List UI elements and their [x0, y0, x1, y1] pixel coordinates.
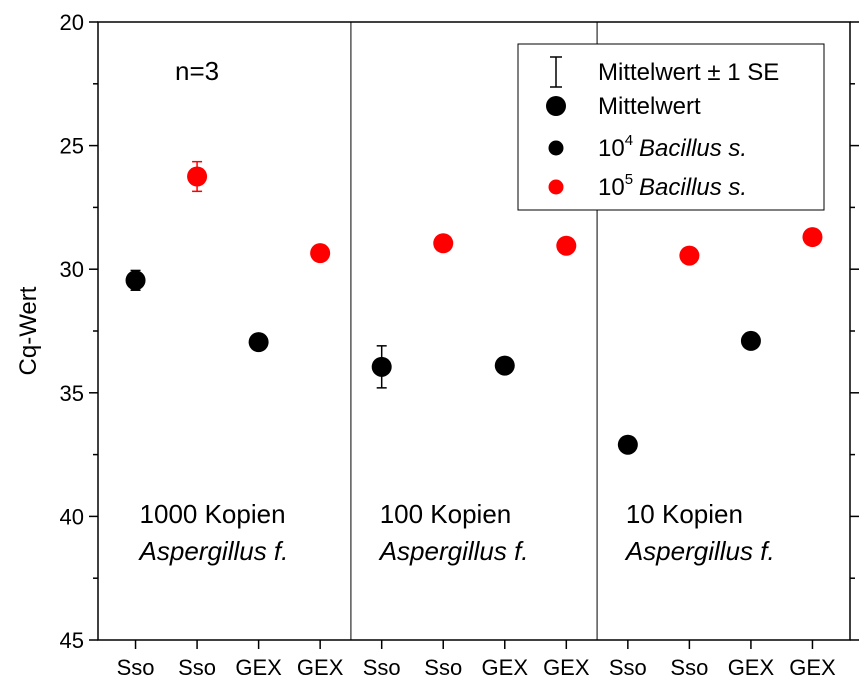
y-tick-label: 30 — [60, 257, 84, 282]
chart-text: Cq-Wert n=3 1000 Kopien Aspergillus f. 100… — [15, 56, 775, 566]
data-point — [556, 235, 577, 256]
data-point — [310, 243, 331, 264]
x-tick-label: Sso — [424, 655, 462, 680]
x-tick-label: GEX — [482, 655, 529, 680]
x-tick-label: GEX — [543, 655, 590, 680]
sample-size-annotation: n=3 — [175, 56, 219, 86]
panel-label-copies: 1000 Kopien — [140, 499, 286, 529]
legend-dot-symbol — [548, 140, 564, 156]
x-tick-label: Sso — [178, 655, 216, 680]
y-tick-label: 20 — [60, 10, 84, 35]
y-tick-label: 35 — [60, 381, 84, 406]
x-tick-label: Sso — [117, 655, 155, 680]
panel-label-copies: 10 Kopien — [626, 499, 743, 529]
y-tick-label: 40 — [60, 504, 84, 529]
legend-box — [517, 43, 825, 211]
legend-entry-label: Mittelwert — [598, 93, 701, 120]
panel-label-organism: Aspergillus f. — [138, 536, 289, 566]
y-tick-label: 25 — [60, 134, 84, 159]
y-axis-label: Cq-Wert — [15, 286, 42, 375]
panel-label-organism: Aspergillus f. — [624, 536, 775, 566]
x-tick-label: GEX — [235, 655, 282, 680]
legend-entry-label: 105 Bacillus s. — [598, 171, 747, 201]
data-point — [679, 245, 700, 266]
data-point — [248, 332, 269, 353]
y-tick-label: 45 — [60, 628, 84, 653]
data-point — [125, 270, 146, 291]
legend: Mittelwert ± 1 SE Mittelwert 104 Bacillus s… — [517, 43, 825, 211]
x-tick-label: GEX — [728, 655, 775, 680]
x-tick-label: GEX — [297, 655, 344, 680]
data-point — [371, 356, 392, 377]
axes: 20 25 30 35 40 45 Sso Sso GEX GEX Sso Sso GEX GEX Sso S… — [60, 10, 859, 680]
panel-label-copies: 100 Kopien — [380, 499, 512, 529]
data-point — [433, 233, 454, 254]
legend-mean-symbol — [546, 96, 566, 116]
data-point — [494, 355, 515, 376]
legend-entry-label: 104 Bacillus s. — [598, 132, 747, 162]
legend-entry-label: Mittelwert ± 1 SE — [598, 59, 779, 86]
data-point — [740, 330, 761, 351]
data-marks — [125, 160, 823, 455]
x-tick-label: Sso — [363, 655, 401, 680]
data-point — [617, 434, 638, 455]
x-tick-label: Sso — [609, 655, 647, 680]
data-point — [802, 227, 823, 248]
x-tick-label: GEX — [789, 655, 836, 680]
x-tick-label: Sso — [670, 655, 708, 680]
panel-label-organism: Aspergillus f. — [378, 536, 529, 566]
legend-dot-symbol — [548, 179, 564, 195]
data-point — [187, 166, 208, 187]
